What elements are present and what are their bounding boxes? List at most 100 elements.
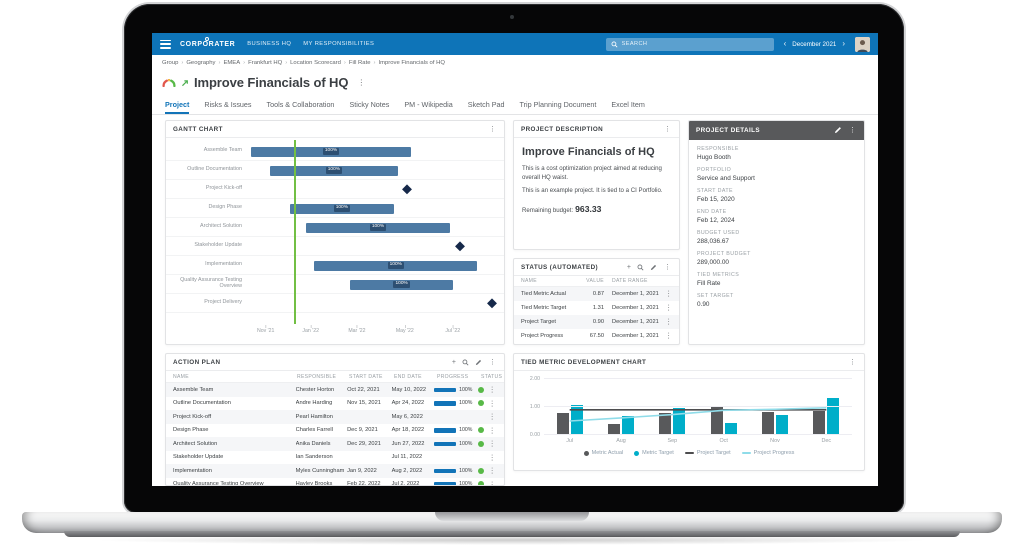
gantt-bar-assemble-team[interactable]: 100% xyxy=(250,146,412,157)
action-row-stakeholder-update[interactable]: Stakeholder Update Ian Sanderson Jul 11, 2… xyxy=(166,451,504,465)
legend-item-project-progress[interactable]: Project Progress xyxy=(741,450,794,456)
previous-month-button[interactable]: ‹ xyxy=(783,39,787,48)
gantt-milestone-project-delivery[interactable] xyxy=(487,298,497,308)
tab-sticky-notes[interactable]: Sticky Notes xyxy=(349,100,390,109)
legend-item-metric-actual[interactable]: Metric Actual xyxy=(583,450,623,456)
nav-business-hq[interactable]: BUSINESS HQ xyxy=(247,41,292,47)
legend-marker-icon xyxy=(583,450,589,456)
kebab-menu-icon[interactable]: ⋮ xyxy=(665,303,673,313)
gantt-bar-quality-assurance-testing-overview[interactable]: 100% xyxy=(349,279,454,290)
kebab-menu-icon[interactable]: ⋮ xyxy=(665,317,673,327)
chart-bar-metric-actual[interactable] xyxy=(607,423,620,435)
kebab-menu-icon[interactable]: ⋮ xyxy=(664,125,671,133)
kebab-menu-icon[interactable]: ⋮ xyxy=(488,412,497,421)
status-row-project-target[interactable]: Project Target 0.90 December 1, 2021 ⋮ xyxy=(514,315,679,329)
tab-excel-item[interactable]: Excel Item xyxy=(611,100,645,109)
tab-trip-planning-document[interactable]: Trip Planning Document xyxy=(519,100,597,109)
chart-bar-metric-actual[interactable] xyxy=(813,410,826,435)
chart-bar-metric-actual[interactable] xyxy=(659,412,672,435)
kebab-menu-icon[interactable]: ⋮ xyxy=(488,385,497,394)
action-status-cell xyxy=(477,440,488,447)
corporater-logo[interactable]: CORPORATER xyxy=(180,37,235,48)
breadcrumb-item-frankfurt-hq[interactable]: Frankfurt HQ xyxy=(248,59,283,66)
chart-bar-metric-target[interactable] xyxy=(621,415,634,435)
breadcrumb-item-location-scorecard[interactable]: Location Scorecard xyxy=(290,59,341,66)
kebab-menu-icon[interactable]: ⋮ xyxy=(665,331,673,341)
page-kebab-menu-icon[interactable]: ⋮ xyxy=(357,77,366,87)
gantt-bar-outline-documentation[interactable]: 100% xyxy=(269,165,399,176)
add-icon[interactable]: + xyxy=(451,358,456,366)
edit-pencil-icon[interactable] xyxy=(650,264,657,271)
action-row-project-kick-off[interactable]: Project Kick-off Pearl Hamilton May 6, 202… xyxy=(166,410,504,424)
chart-bar-metric-target[interactable] xyxy=(673,408,686,435)
details-field-budget-used: BUDGET USED 288,036.67 xyxy=(697,230,856,245)
kebab-menu-icon[interactable]: ⋮ xyxy=(488,425,497,435)
action-row-quality-assurance-testing-overview[interactable]: Quality Assurance Testing Overview Hayley… xyxy=(166,478,504,486)
search-icon[interactable] xyxy=(637,264,644,271)
tab-pm-wikipedia[interactable]: PM - Wikipedia xyxy=(404,100,453,109)
tab-sketch-pad[interactable]: Sketch Pad xyxy=(467,100,505,109)
laptop-shadow xyxy=(90,535,934,545)
chart-gridline xyxy=(544,434,852,435)
kebab-menu-icon[interactable]: ⋮ xyxy=(488,439,497,448)
kebab-menu-icon[interactable]: ⋮ xyxy=(488,479,497,486)
next-month-button[interactable]: › xyxy=(842,39,845,48)
status-row-project-progress[interactable]: Project Progress 67.50 December 1, 2021 ⋮ xyxy=(514,329,679,343)
action-row-architect-solution[interactable]: Architect Solution Anika Daniels Dec 29, 2… xyxy=(166,437,504,451)
chart-bar-metric-target[interactable] xyxy=(724,422,737,435)
tab-tools-collaboration[interactable]: Tools & Collaboration xyxy=(266,100,335,109)
edit-pencil-icon[interactable] xyxy=(475,359,482,366)
gantt-bar-architect-solution[interactable]: 100% xyxy=(306,222,450,233)
breadcrumb-separator-icon: › xyxy=(285,59,288,66)
kebab-menu-icon[interactable]: ⋮ xyxy=(489,358,496,366)
status-dot xyxy=(477,440,484,447)
action-name: Assemble Team xyxy=(173,386,214,393)
search-icon[interactable] xyxy=(462,359,469,366)
hamburger-menu-icon[interactable] xyxy=(160,39,171,49)
tab-project[interactable]: Project xyxy=(165,100,190,114)
action-row-implementation[interactable]: Implementation Myles Cunningham Jan 9, 202… xyxy=(166,464,504,478)
chart-bar-metric-actual[interactable] xyxy=(761,412,774,435)
gantt-bar-implementation[interactable]: 100% xyxy=(314,260,478,271)
action-column-header: STATUS xyxy=(481,373,503,380)
kebab-menu-icon[interactable]: ⋮ xyxy=(665,289,673,299)
breadcrumb-item-emea[interactable]: EMEA xyxy=(223,59,241,66)
webcam-dot xyxy=(510,15,514,19)
kebab-menu-icon[interactable]: ⋮ xyxy=(488,398,497,408)
chart-bar-metric-target[interactable] xyxy=(827,398,840,435)
legend-item-project-target[interactable]: Project Target xyxy=(684,450,731,456)
search-input[interactable] xyxy=(621,41,769,47)
status-row-tied-metric-actual[interactable]: Tied Metric Actual 0.87 December 1, 2021 ⋮ xyxy=(514,287,679,301)
kebab-menu-icon[interactable]: ⋮ xyxy=(664,263,671,271)
gantt-milestone-project-kick-off[interactable] xyxy=(402,184,412,194)
add-icon[interactable]: + xyxy=(626,263,631,271)
chart-bar-metric-actual[interactable] xyxy=(556,413,569,435)
kebab-menu-icon[interactable]: ⋮ xyxy=(488,452,497,462)
kebab-menu-icon[interactable]: ⋮ xyxy=(849,358,856,366)
kebab-menu-icon[interactable]: ⋮ xyxy=(849,126,856,134)
action-row-outline-documentation[interactable]: Outline Documentation Andre Harding Nov 15… xyxy=(166,397,504,411)
period-label[interactable]: December 2021 xyxy=(792,40,837,48)
search-box[interactable] xyxy=(605,37,774,51)
legend-item-metric-target[interactable]: Metric Target xyxy=(634,450,674,456)
action-responsible: Chester Horton xyxy=(295,386,335,393)
kebab-menu-icon[interactable]: ⋮ xyxy=(488,466,497,475)
chart-bar-metric-actual[interactable] xyxy=(710,407,723,435)
gantt-bar-design-phase[interactable]: 100% xyxy=(289,203,395,214)
chart-bar-metric-target[interactable] xyxy=(775,414,788,435)
kebab-menu-icon[interactable]: ⋮ xyxy=(489,125,496,133)
breadcrumb-item-group[interactable]: Group xyxy=(162,59,179,66)
breadcrumb-item-geography[interactable]: Geography xyxy=(186,59,216,66)
user-avatar[interactable] xyxy=(855,36,870,52)
gantt-milestone-stakeholder-update[interactable] xyxy=(455,241,465,251)
gantt-task-label: Project Kick-off xyxy=(205,185,242,192)
edit-pencil-icon[interactable] xyxy=(834,126,842,134)
action-row-design-phase[interactable]: Design Phase Charles Farrell Dec 9, 2021 Ap… xyxy=(166,424,504,438)
breadcrumb-item-fill-rate[interactable]: Fill Rate xyxy=(348,59,371,66)
action-row-assemble-team[interactable]: Assemble Team Chester Horton Oct 22, 2021 M… xyxy=(166,383,504,397)
tab-risks-issues[interactable]: Risks & Issues xyxy=(204,100,252,109)
nav-my-responsibilities[interactable]: MY RESPONSIBILITIES xyxy=(303,41,375,47)
breadcrumb-item-improve-financials-of-hq[interactable]: Improve Financials of HQ xyxy=(378,59,445,66)
status-row-tied-metric-target[interactable]: Tied Metric Target 1.31 December 1, 2021 ⋮ xyxy=(514,301,679,315)
progress-bar xyxy=(434,401,457,406)
